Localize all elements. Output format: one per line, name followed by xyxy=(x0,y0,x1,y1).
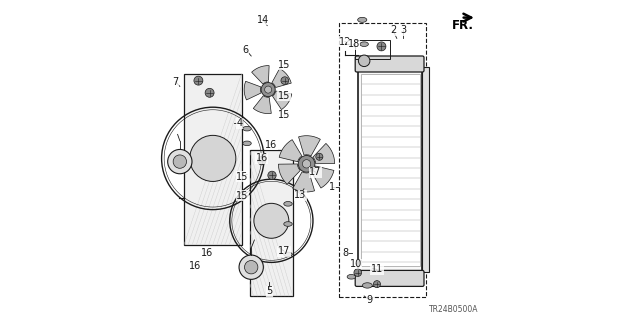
Circle shape xyxy=(168,149,192,174)
FancyBboxPatch shape xyxy=(355,56,424,72)
Circle shape xyxy=(358,55,370,67)
Text: 14: 14 xyxy=(257,15,269,25)
Text: 16: 16 xyxy=(265,140,278,150)
Circle shape xyxy=(194,76,203,85)
Text: 9: 9 xyxy=(367,295,372,305)
Text: 8: 8 xyxy=(342,248,348,258)
Bar xyxy=(339,23,426,297)
Bar xyxy=(422,67,429,272)
Circle shape xyxy=(189,135,236,181)
Circle shape xyxy=(205,88,214,97)
Circle shape xyxy=(377,42,386,51)
Circle shape xyxy=(374,281,380,288)
Bar xyxy=(250,150,293,296)
Text: 16: 16 xyxy=(255,153,268,164)
Ellipse shape xyxy=(284,252,292,257)
Circle shape xyxy=(265,86,272,93)
Circle shape xyxy=(244,260,258,274)
Circle shape xyxy=(261,83,275,97)
Text: 2: 2 xyxy=(390,25,396,36)
Ellipse shape xyxy=(360,42,369,46)
Polygon shape xyxy=(273,91,292,109)
Polygon shape xyxy=(253,96,271,114)
Circle shape xyxy=(173,155,186,168)
Text: 15: 15 xyxy=(236,191,249,201)
Circle shape xyxy=(281,77,289,84)
Polygon shape xyxy=(311,166,334,188)
Polygon shape xyxy=(298,136,321,156)
Polygon shape xyxy=(292,172,315,192)
Circle shape xyxy=(239,255,264,279)
Circle shape xyxy=(302,160,311,168)
FancyBboxPatch shape xyxy=(355,270,424,286)
Ellipse shape xyxy=(347,275,356,279)
Polygon shape xyxy=(278,164,300,184)
Ellipse shape xyxy=(243,141,252,146)
Text: 15: 15 xyxy=(278,60,291,70)
Text: 18: 18 xyxy=(348,39,360,49)
Text: 16: 16 xyxy=(201,248,214,259)
Circle shape xyxy=(268,171,276,180)
Text: 13: 13 xyxy=(294,190,307,200)
Ellipse shape xyxy=(358,17,367,22)
Text: TR24B0500A: TR24B0500A xyxy=(429,305,479,314)
Text: 12: 12 xyxy=(339,36,351,47)
Ellipse shape xyxy=(362,283,372,288)
Text: 17: 17 xyxy=(309,167,322,177)
Polygon shape xyxy=(252,66,269,84)
Polygon shape xyxy=(313,143,335,164)
Text: 15: 15 xyxy=(278,91,291,101)
Circle shape xyxy=(254,203,289,238)
Text: 16: 16 xyxy=(189,261,202,271)
Text: 5: 5 xyxy=(266,286,273,296)
Text: 17: 17 xyxy=(278,246,291,256)
Text: 11: 11 xyxy=(371,264,383,275)
Text: 15: 15 xyxy=(236,172,249,182)
Text: 10: 10 xyxy=(349,259,362,269)
Ellipse shape xyxy=(243,126,252,131)
Polygon shape xyxy=(244,81,261,100)
Polygon shape xyxy=(279,140,302,162)
Bar xyxy=(361,74,420,266)
Circle shape xyxy=(257,156,266,165)
Bar xyxy=(358,64,422,282)
Polygon shape xyxy=(272,68,291,87)
Circle shape xyxy=(298,156,315,172)
Circle shape xyxy=(354,269,362,276)
Bar xyxy=(184,74,242,245)
Text: 6: 6 xyxy=(243,44,249,55)
Text: 4: 4 xyxy=(236,118,243,128)
Bar xyxy=(355,40,390,59)
Text: 15: 15 xyxy=(278,110,291,120)
Circle shape xyxy=(316,153,323,160)
Ellipse shape xyxy=(284,222,292,226)
Text: 7: 7 xyxy=(172,76,179,87)
Text: 3: 3 xyxy=(400,25,406,36)
Text: 1: 1 xyxy=(329,182,335,192)
Ellipse shape xyxy=(284,202,292,206)
Text: FR.: FR. xyxy=(452,19,474,32)
